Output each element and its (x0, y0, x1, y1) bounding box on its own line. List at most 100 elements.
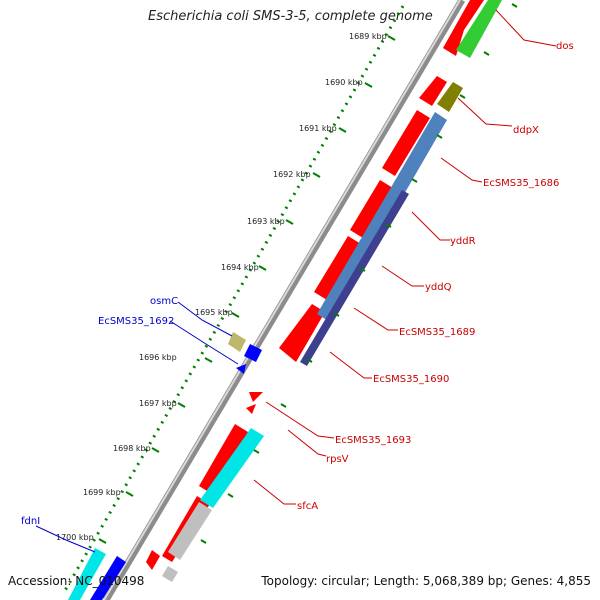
kbp-scale-line (61, 5, 405, 595)
track-tick (359, 267, 366, 272)
gene-label-ecsms35-1692[interactable]: EcSMS35_1692 (98, 316, 174, 327)
tick-label: 1697 kbp (139, 399, 177, 408)
gene-label-rpsV[interactable]: rpsV (326, 454, 349, 465)
tick-label: 1695 kbp (195, 308, 233, 317)
scale-tick (151, 447, 160, 453)
cds-feature[interactable] (419, 76, 447, 106)
leader-line (169, 320, 239, 365)
feature-block-blue[interactable] (317, 112, 447, 322)
tick-label: 1700 kbp (56, 533, 94, 542)
cds-feature[interactable] (249, 392, 263, 402)
cds-feature[interactable] (443, 0, 484, 56)
leader-line (411, 211, 450, 241)
kbp-scale-ticks (98, 35, 396, 544)
feature-block-cyan[interactable] (200, 428, 264, 508)
scale-tick (338, 127, 347, 133)
tick-label: 1699 kbp (83, 488, 121, 497)
gene-label-ecsms35-1686[interactable]: EcSMS35_1686 (483, 178, 559, 189)
leader-line (265, 401, 335, 439)
feature-block-gray[interactable] (162, 566, 178, 582)
leader-line (495, 9, 557, 47)
track-tick (385, 223, 392, 228)
left-leader-lines (35, 301, 239, 553)
gene-label-yddR[interactable]: yddR (450, 236, 476, 247)
leader-line (381, 265, 424, 287)
left-gene-labels: osmC EcSMS35_1692 fdnI (21, 296, 178, 527)
track-tick (333, 312, 340, 317)
osmC-feature-blue[interactable] (244, 344, 262, 362)
accession-label: Accession: NC_010498 (8, 574, 145, 588)
cds-feature[interactable] (382, 110, 430, 176)
tick-label: 1693 kbp (247, 217, 285, 226)
kbp-tick-labels: 1689 kbp 1690 kbp 1691 kbp 1692 kbp 1693… (56, 32, 387, 542)
scale-tick (125, 491, 134, 497)
tick-label: 1694 kbp (221, 263, 259, 272)
tick-label: 1689 kbp (349, 32, 387, 41)
scale-tick (258, 265, 267, 271)
feature-type-track (162, 0, 502, 582)
cds-feature[interactable] (146, 550, 160, 570)
track-tick (511, 3, 518, 8)
reverse-strand-features (68, 332, 262, 600)
cds-feature[interactable] (350, 180, 393, 238)
track-tick (459, 94, 466, 99)
leader-line (253, 479, 296, 505)
feature-block-gray[interactable] (168, 502, 212, 560)
osmC-feature-khaki[interactable] (228, 332, 246, 352)
gene-label-yddQ[interactable]: yddQ (425, 282, 452, 293)
fdnI-feature-cyan[interactable] (68, 548, 106, 600)
cds-feature[interactable] (279, 304, 325, 362)
track-ticks (200, 3, 518, 544)
tick-label: 1691 kbp (299, 124, 337, 133)
tick-label: 1690 kbp (325, 78, 363, 87)
track-tick (227, 493, 234, 498)
genome-backbone-highlight (103, 0, 461, 600)
leader-line (35, 525, 96, 553)
leader-line (457, 97, 513, 127)
cds-feature[interactable] (246, 404, 256, 414)
gene-label-ecsms35-1690[interactable]: EcSMS35_1690 (373, 374, 449, 385)
tick-label: 1696 kbp (139, 353, 177, 362)
track-tick (306, 358, 313, 363)
feature-block-green[interactable] (456, 0, 502, 58)
gene-label-fdnI[interactable]: fdnI (21, 516, 40, 527)
right-gene-labels: dos ddpX EcSMS35_1686 yddR yddQ EcSMS35_… (297, 41, 574, 512)
leader-line (353, 307, 398, 331)
feature-block-olive[interactable] (437, 82, 463, 112)
scale-tick (231, 312, 240, 318)
scale-tick (387, 35, 396, 41)
scale-tick (177, 402, 186, 408)
leader-line (329, 351, 372, 379)
cds-feature[interactable] (199, 424, 248, 494)
scale-tick (204, 357, 213, 363)
topology-label: Topology: circular; Length: 5,068,389 bp… (261, 574, 591, 588)
scale-tick (285, 219, 294, 225)
right-leader-lines (253, 9, 557, 505)
tick-label: 1698 kbp (113, 444, 151, 453)
track-tick (411, 178, 418, 183)
ecsms35-1692-feature[interactable] (236, 364, 246, 374)
gene-label-ecsms35-1693[interactable]: EcSMS35_1693 (335, 435, 411, 446)
cds-feature[interactable] (314, 236, 361, 300)
track-tick (436, 134, 443, 139)
fdnI-feature-blue[interactable] (90, 556, 126, 600)
gene-label-osmC[interactable]: osmC (150, 296, 178, 307)
track-tick (483, 51, 490, 56)
tick-label: 1692 kbp (273, 170, 311, 179)
track-tick (253, 449, 260, 454)
leader-line (440, 157, 483, 183)
gene-label-ecsms35-1689[interactable]: EcSMS35_1689 (399, 327, 475, 338)
gene-label-dos[interactable]: dos (556, 41, 574, 52)
genome-backbone (102, 0, 466, 600)
gene-label-ddpX[interactable]: ddpX (513, 125, 539, 136)
feature-block-navy[interactable] (300, 190, 409, 366)
leader-line (287, 429, 327, 457)
map-title: Escherichia coli SMS-3-5, complete genom… (148, 9, 433, 24)
leader-line (177, 301, 233, 337)
scale-tick (98, 538, 107, 544)
scale-tick (364, 82, 373, 88)
scale-tick (312, 172, 321, 178)
gene-label-sfcA[interactable]: sfcA (297, 501, 318, 512)
